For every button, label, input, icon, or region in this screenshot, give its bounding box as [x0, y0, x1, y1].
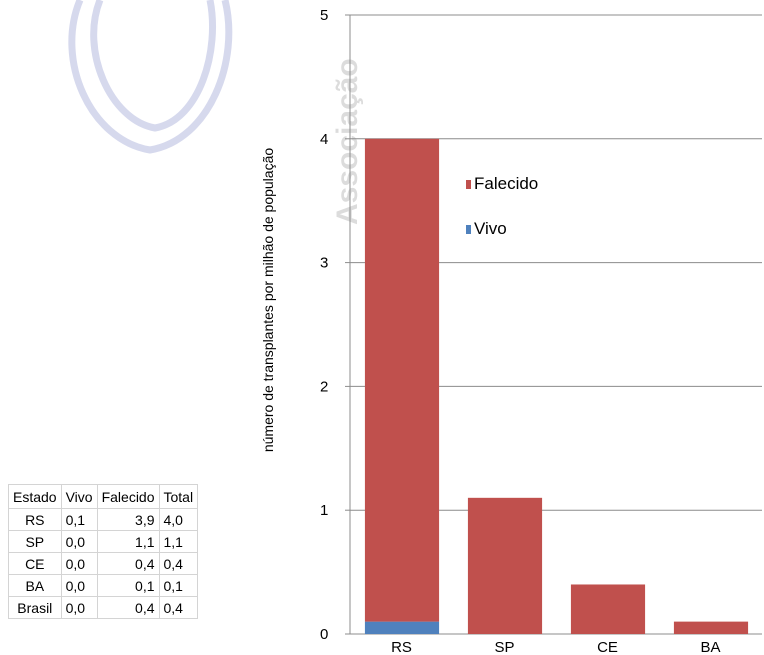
bar-falecido-rs [364, 138, 440, 622]
table-cell: RS [8, 508, 62, 531]
table-cell: 0,4 [158, 552, 199, 575]
table-header-vivo: Vivo [60, 484, 98, 509]
table-cell: 1,1 [96, 530, 160, 553]
table-row: CE 0,0 0,4 0,4 [8, 552, 199, 575]
y-tick-label: 2 [320, 378, 328, 395]
table-header-row: Estado Vivo Falecido Total [8, 484, 199, 509]
table-cell: 1,1 [158, 530, 199, 553]
table-row: RS 0,1 3,9 4,0 [8, 508, 199, 531]
table-header-falecido: Falecido [96, 484, 160, 509]
bar-vivo-rs [364, 621, 440, 634]
table-cell: SP [8, 530, 62, 553]
table-row: BA 0,0 0,1 0,1 [8, 574, 199, 597]
table-cell: 0,0 [60, 552, 98, 575]
bar-falecido-sp [467, 497, 543, 634]
data-table: Estado Vivo Falecido Total RS 0,1 3,9 4,… [8, 484, 199, 619]
legend-swatch [466, 180, 471, 189]
watermark-logo [68, 0, 233, 154]
table-cell: 0,4 [96, 552, 160, 575]
table-cell: 4,0 [158, 508, 199, 531]
x-tick-label: SP [494, 639, 514, 655]
legend: Falecido Vivo [466, 174, 538, 238]
legend-label: Falecido [474, 174, 538, 193]
table-cell: 0,1 [96, 574, 160, 597]
table-cell: 0,1 [60, 508, 98, 531]
table-cell: 0,4 [158, 596, 199, 619]
table-cell: 0,0 [60, 530, 98, 553]
x-tick-label: RS [391, 639, 412, 655]
y-tick-label: 3 [320, 255, 328, 272]
table-header-total: Total [158, 484, 199, 509]
table-row: SP 0,0 1,1 1,1 [8, 530, 199, 553]
y-tick-label: 4 [320, 131, 328, 148]
table-cell: 0,0 [60, 596, 98, 619]
table-cell: 0,1 [158, 574, 199, 597]
y-tick-label: 5 [320, 7, 328, 24]
x-tick-label: CE [597, 639, 618, 655]
x-tick-label: BA [700, 639, 720, 655]
watermark-text: Associação [331, 58, 364, 225]
table-cell: Brasil [8, 596, 62, 619]
table-row: Brasil 0,0 0,4 0,4 [8, 596, 199, 619]
legend-swatch [466, 225, 471, 234]
table-cell: 0,4 [96, 596, 160, 619]
y-tick-label: 0 [320, 626, 328, 643]
y-tick-label: 1 [320, 502, 328, 519]
bar-falecido-ce [570, 584, 646, 634]
axes: 0 1 2 3 4 5 RS SP CE BA [320, 7, 721, 655]
bars [364, 138, 749, 634]
bar-falecido-ba [673, 621, 749, 634]
table-cell: CE [8, 552, 62, 575]
legend-label: Vivo [474, 219, 507, 238]
